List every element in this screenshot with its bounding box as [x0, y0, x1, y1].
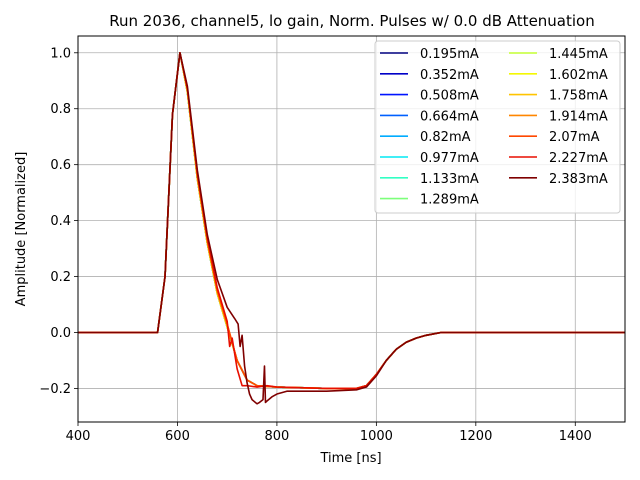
x-tick-label: 1000 [360, 429, 393, 444]
legend-label: 2.383mA [549, 172, 608, 187]
y-tick-label: 0.2 [50, 270, 71, 285]
x-tick-label: 1200 [459, 429, 492, 444]
legend-label: 0.82mA [420, 130, 471, 145]
x-tick-label: 800 [264, 429, 289, 444]
legend-label: 0.664mA [420, 109, 479, 124]
legend-box [374, 40, 621, 214]
x-axis: 400 600 800 1000 1200 1400 [66, 422, 592, 444]
legend-label: 0.508mA [420, 89, 479, 104]
legend-label: 1.289mA [420, 193, 479, 208]
legend-label: 0.195mA [420, 47, 479, 62]
y-tick-label: 0.4 [50, 214, 71, 229]
y-tick-label: 0.0 [50, 326, 71, 341]
legend-label: 0.977mA [420, 151, 479, 166]
series-line [78, 51, 625, 405]
x-tick-label: 400 [66, 429, 91, 444]
legend-label: 1.758mA [549, 89, 608, 104]
legend-label: 0.352mA [420, 68, 479, 83]
series-lines [78, 51, 625, 405]
legend-label: 1.914mA [549, 109, 608, 124]
legend-label: 1.602mA [549, 68, 608, 83]
y-tick-label: 0.6 [50, 158, 71, 173]
y-tick-label: −0.2 [39, 382, 71, 397]
legend[interactable]: 0.195mA 0.352mA 0.508mA 0.664mA 0.82mA 0.977m… [374, 40, 621, 214]
legend-label: 2.227mA [549, 151, 608, 166]
legend-label: 1.445mA [549, 47, 608, 62]
legend-label: 2.07mA [549, 130, 600, 145]
y-axis-label: Amplitude [Normalized] [14, 152, 29, 307]
x-tick-label: 600 [165, 429, 190, 444]
y-tick-label: 0.8 [50, 102, 71, 117]
chart-title: Run 2036, channel5, lo gain, Norm. Pulse… [109, 12, 594, 30]
legend-label: 1.133mA [420, 172, 479, 187]
plot-frame [77, 35, 626, 423]
y-tick-label: 1.0 [50, 46, 71, 61]
x-axis-label: Time [ns] [319, 451, 381, 466]
x-tick-label: 1400 [559, 429, 592, 444]
y-axis: −0.2 0.0 0.2 0.4 0.6 0.8 1.0 [39, 46, 78, 397]
